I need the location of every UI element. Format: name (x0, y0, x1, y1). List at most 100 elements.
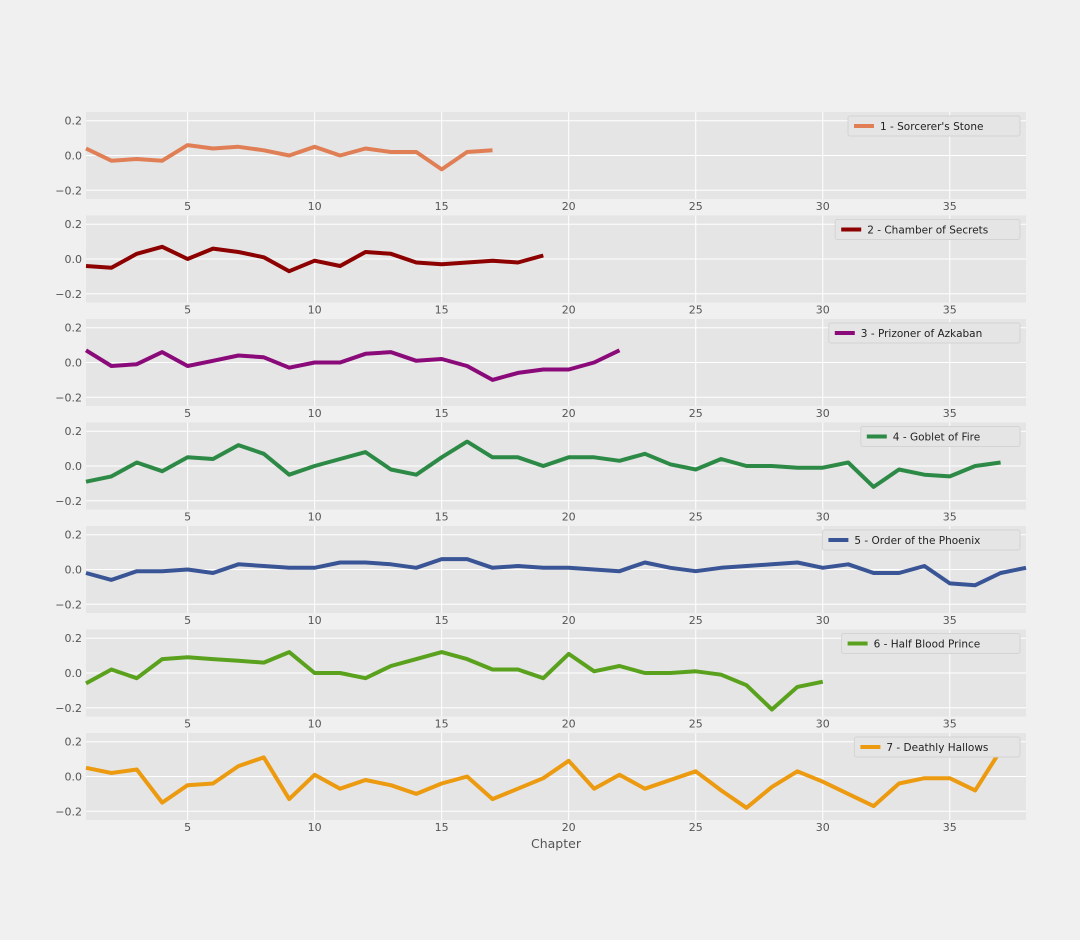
x-tick-label: 15 (435, 821, 449, 834)
legend-box (828, 322, 1021, 344)
x-axis-title: Chapter (531, 836, 582, 851)
x-tick-label: 10 (308, 304, 322, 317)
x-tick-label: 5 (184, 304, 191, 317)
panel-4: 0.2 0.0 −0.2 5 10 15 20 25 30 35 4 - Goblet of Fir… (55, 422, 1026, 524)
series-line-5 (85, 557, 1027, 588)
series-line-3 (84, 348, 621, 382)
x-tick-label: 15 (435, 407, 449, 420)
x-tick-label: 35 (943, 407, 957, 420)
x-tick-label: 20 (562, 407, 576, 420)
legend-label: 5 - Order of the Phoenix (854, 535, 980, 547)
y-tick-label: −0.2 (55, 288, 82, 301)
x-tick-label: 15 (435, 304, 449, 317)
panel-2: 0.2 0.0 −0.2 5 10 15 20 25 30 35 2 - Chamber of Se… (55, 215, 1026, 317)
y-tick-label: 0.2 (65, 322, 83, 335)
x-tick-label: 20 (562, 718, 576, 731)
y-tick-label: 0.0 (65, 460, 83, 473)
x-tick-label: 10 (308, 821, 322, 834)
x-tick-label: 5 (184, 511, 191, 524)
y-tick-label: 0.0 (65, 150, 83, 163)
y-tick-label: −0.2 (55, 184, 82, 197)
x-tick-label: 5 (184, 718, 191, 731)
y-tick-label: 0.2 (65, 218, 83, 231)
x-tick-label: 30 (816, 200, 830, 213)
y-tick-label: 0.2 (65, 115, 83, 128)
legend-box (841, 633, 1021, 654)
x-tick-label: 30 (816, 407, 830, 420)
x-tick-label: 25 (689, 407, 703, 420)
x-tick-label: 5 (184, 407, 191, 420)
x-tick-label: 30 (816, 304, 830, 317)
x-tick-label: 35 (943, 511, 957, 524)
x-tick-label: 25 (689, 304, 703, 317)
x-tick-label: 10 (308, 407, 322, 420)
y-tick-label: 0.2 (65, 425, 83, 438)
panel-7: 0.2 0.0 −0.2 5 10 15 20 25 30 35 7 - Deathly Hallo… (55, 733, 1026, 834)
panel-3: 0.2 0.0 −0.2 5 10 15 20 25 30 35 3 - Prizoner of A… (55, 319, 1026, 420)
legend-label: 2 - Chamber of Secrets (867, 225, 988, 237)
y-tick-label: −0.2 (55, 598, 82, 611)
legend-label: 6 - Half Blood Prince (874, 639, 981, 651)
x-tick-label: 10 (308, 511, 322, 524)
y-tick-label: 0.2 (65, 736, 83, 749)
x-tick-label: 25 (689, 821, 703, 834)
legend-label: 7 - Deathly Hallows (886, 742, 988, 754)
y-tick-label: 0.0 (65, 771, 83, 784)
x-tick-label: 15 (435, 614, 449, 627)
x-tick-label: 10 (308, 718, 322, 731)
legend-box (821, 529, 1021, 551)
x-tick-label: 20 (562, 821, 576, 834)
panel-6: 0.2 0.0 −0.2 5 10 15 20 25 30 35 6 - Half Blood Pr… (55, 629, 1026, 731)
x-tick-label: 10 (308, 614, 322, 627)
legend-box (834, 219, 1021, 240)
legend-label: 3 - Prizoner of Azkaban (861, 328, 982, 340)
y-tick-label: 0.0 (65, 357, 83, 370)
x-tick-label: 15 (435, 511, 449, 524)
panel-5: 0.2 0.0 −0.2 5 10 15 20 25 30 35 5 - Order of the … (55, 526, 1027, 627)
x-tick-label: 30 (816, 614, 830, 627)
x-tick-label: 25 (689, 614, 703, 627)
y-tick-label: 0.2 (65, 632, 83, 645)
x-tick-label: 20 (562, 304, 576, 317)
series-line-1 (85, 143, 493, 172)
y-tick-label: 0.0 (65, 564, 83, 577)
x-tick-label: 30 (816, 718, 830, 731)
x-tick-label: 30 (816, 821, 830, 834)
x-tick-label: 5 (184, 821, 191, 834)
legend-label: 4 - Goblet of Fire (893, 432, 980, 444)
y-tick-label: −0.2 (55, 702, 82, 715)
x-tick-label: 35 (943, 821, 957, 834)
series-line-2 (85, 244, 544, 274)
panel-1: 0.2 0.0 −0.2 5 10 15 20 25 30 35 1 - Sorcerer's St… (55, 112, 1026, 213)
y-tick-label: −0.2 (55, 391, 82, 404)
legend-box (853, 736, 1021, 758)
x-tick-label: 30 (816, 511, 830, 524)
y-tick-label: −0.2 (55, 495, 82, 508)
x-tick-label: 35 (943, 614, 957, 627)
x-tick-label: 35 (943, 718, 957, 731)
x-tick-label: 5 (184, 614, 191, 627)
series-line-6 (85, 650, 824, 712)
x-tick-label: 25 (689, 200, 703, 213)
y-tick-label: −0.2 (55, 805, 82, 818)
y-tick-label: 0.0 (65, 253, 83, 266)
x-tick-label: 15 (435, 718, 449, 731)
series-line-7 (85, 749, 1003, 810)
x-tick-label: 25 (689, 511, 703, 524)
x-tick-label: 20 (562, 614, 576, 627)
series-line-4 (85, 439, 1001, 489)
x-tick-label: 10 (308, 200, 322, 213)
x-tick-label: 5 (184, 200, 191, 213)
y-tick-label: 0.0 (65, 667, 83, 680)
x-tick-label: 15 (435, 200, 449, 213)
legend-box (847, 115, 1021, 137)
x-tick-label: 35 (943, 304, 957, 317)
legend-box (860, 426, 1021, 447)
x-tick-label: 25 (689, 718, 703, 731)
x-tick-label: 20 (562, 200, 576, 213)
x-tick-label: 35 (943, 200, 957, 213)
legend-label: 1 - Sorcerer's Stone (880, 121, 983, 133)
y-tick-label: 0.2 (65, 529, 83, 542)
